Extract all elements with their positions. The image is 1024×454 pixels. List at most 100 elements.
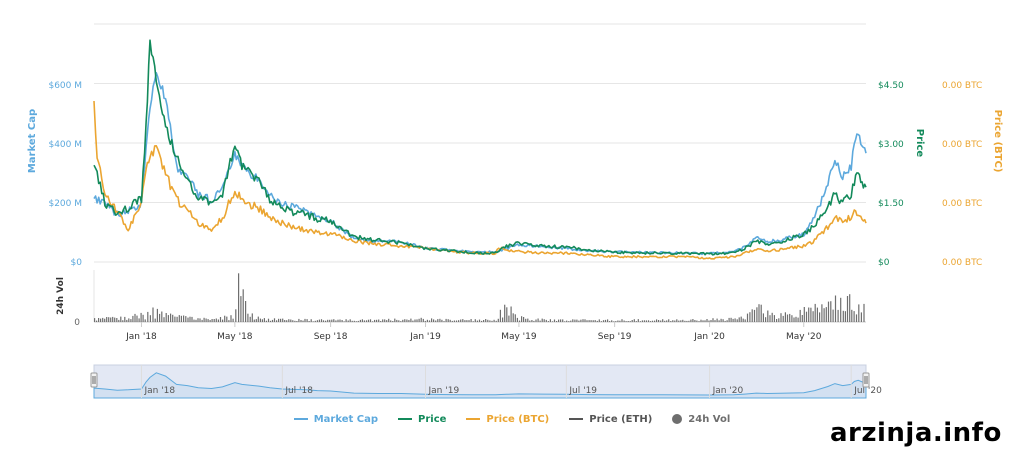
volume-bar [213, 319, 215, 322]
volume-bar [795, 316, 797, 322]
volume-bar [487, 319, 489, 322]
volume-bar [386, 320, 388, 322]
volume-bar [855, 314, 858, 322]
volume-bar [525, 318, 527, 322]
volume-bar [753, 309, 756, 322]
volume-bar [720, 318, 722, 322]
volume-bar [588, 320, 590, 322]
volume-bar [641, 320, 643, 322]
volume-bar [120, 316, 122, 322]
volume-bar [805, 311, 808, 322]
volume-bar [684, 320, 686, 322]
navigator-handle-right[interactable] [862, 372, 870, 388]
volume-bar [670, 321, 672, 322]
volume-bar [773, 315, 775, 322]
volume-bar [203, 317, 205, 322]
volume-bar [767, 310, 769, 322]
volume-bar [345, 319, 347, 322]
volume-bar [706, 319, 708, 322]
volume-bar [402, 319, 404, 322]
volume-bar [128, 318, 130, 322]
volume-bar [570, 320, 572, 322]
volume-bar [656, 319, 658, 322]
volume-bar [613, 321, 615, 322]
price-tick-label: $3.00 [878, 140, 904, 150]
legend-dot-vol [672, 414, 683, 424]
volume-bar [110, 317, 112, 322]
volume-bar [858, 304, 860, 322]
volume-bar [821, 304, 823, 322]
volume-bar [228, 320, 230, 322]
volume-bar [765, 317, 767, 322]
legend-item-price-btc[interactable]: Price (BTC) [466, 414, 549, 425]
volume-bar [666, 320, 668, 322]
legend-item-price[interactable]: Price [398, 414, 446, 425]
volume-bar [416, 319, 418, 322]
volume-bar [825, 307, 827, 322]
volume-bar [830, 301, 832, 322]
volume-bar [564, 321, 566, 322]
volume-bar [762, 313, 764, 322]
volume-bar [431, 318, 433, 322]
volume-bar [744, 319, 746, 322]
volume-bar [367, 319, 370, 322]
volume-bar [514, 314, 516, 322]
volume-bar [572, 319, 574, 322]
volume-bar [308, 321, 310, 322]
volume-bar [539, 320, 541, 322]
volume-bar [782, 315, 784, 322]
x-tick-label: May '18 [217, 332, 253, 342]
volume-bar [816, 307, 818, 322]
legend-item-market-cap[interactable]: Market Cap [293, 414, 378, 425]
volume-bar [518, 320, 521, 322]
volume-bar [842, 310, 844, 322]
volume-bar [702, 320, 704, 322]
volume-bar [478, 319, 481, 322]
legend-item-price-eth[interactable]: Price (ETH) [569, 414, 652, 425]
volume-bar [799, 309, 801, 322]
volume-bar [230, 315, 232, 322]
volume-bar [637, 319, 639, 322]
volume-bar [797, 317, 799, 322]
volume-bar [118, 319, 120, 322]
volume-bar [341, 320, 343, 322]
volume-bar [466, 320, 468, 322]
volume-bar [742, 318, 744, 322]
navigator-handle-left[interactable] [90, 372, 98, 388]
volume-bar [649, 321, 652, 322]
volume-bar [660, 320, 662, 322]
volume-bar [406, 319, 408, 322]
price-tick-label: $0 [878, 258, 890, 268]
volume-bar [219, 317, 222, 322]
volume-bar [778, 318, 780, 322]
market-cap-line [93, 72, 867, 256]
volume-bar [462, 319, 464, 322]
legend: Market Cap Price Price (BTC) Price (ETH)… [0, 408, 1024, 430]
volume-bar [664, 320, 666, 322]
volume-bar [428, 320, 431, 322]
navigator[interactable]: Jan '18 Jul '18 Jan '19 Jul '19 Jan '20 Jul '… [90, 364, 882, 399]
volume-bar [282, 318, 284, 322]
volume-bar [714, 320, 716, 322]
x-axis: Jan '18 May '18 Sep '18 Jan '19 May '19 Sep '… [125, 322, 822, 342]
x-tick-label: Jan '19 [409, 332, 441, 342]
volume-bar [776, 319, 778, 322]
volume-bar [369, 319, 372, 322]
volume-bar [529, 320, 531, 322]
volume-bar [242, 289, 244, 322]
volume-bar [176, 316, 178, 322]
volume-bar [335, 320, 337, 322]
volume-bar [541, 318, 543, 322]
volume-bar [318, 319, 320, 322]
x-tick-label: Sep '19 [598, 332, 632, 342]
price-axis: Price $0 $1.50 $3.00 $4.50 [878, 81, 925, 268]
volume-bar [704, 320, 706, 322]
volume-bar [562, 319, 564, 322]
volume-bar [594, 320, 596, 322]
volume-bar [255, 319, 257, 322]
volume-bar [547, 321, 549, 322]
volume-bar [365, 320, 368, 322]
volume-bar [676, 319, 678, 322]
legend-item-vol[interactable]: 24h Vol [672, 414, 730, 425]
